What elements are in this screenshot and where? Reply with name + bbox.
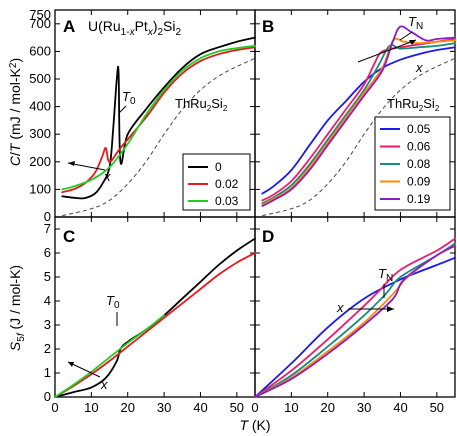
bottom-y-tick-label: 0	[44, 389, 51, 404]
t0-label-a: T0	[122, 89, 136, 107]
series-line-b-0-06	[261, 38, 456, 202]
panel-letter-a: A	[63, 17, 75, 36]
bottom-y-tick-label: 3	[44, 317, 51, 332]
bottom-y-tick-label: 1	[44, 365, 51, 380]
t0-label-c: T0	[106, 293, 120, 311]
bottom-y-tick-label: 2	[44, 341, 51, 356]
top-y-tick-label: 0	[44, 209, 51, 224]
formula-label: U(Ru1-xPtx)2Si2	[88, 18, 182, 38]
top-y-tick-label: 700	[29, 16, 51, 31]
panel-letter-b: B	[262, 17, 274, 36]
legend-label: 0.06	[407, 140, 431, 154]
x-tick-label: 40	[193, 400, 207, 415]
t0-pointer-a	[118, 105, 127, 114]
x-arrowhead-a	[68, 161, 75, 166]
x-axis-title: T (K)	[239, 417, 270, 433]
top-y-tick-label: 500	[29, 71, 51, 86]
series-line-a-0	[61, 36, 256, 200]
ref-label-a: ThRu2Si2	[175, 96, 228, 113]
legend-label: 0.19	[407, 192, 431, 206]
x-arrowhead-d	[387, 306, 394, 312]
x-label-a: x	[103, 169, 111, 184]
frame-d	[254, 216, 456, 398]
bottom-y-tick-label: 5	[44, 269, 51, 284]
series-line-d-0-08	[254, 242, 456, 398]
series-line-a-ThRu2Si2	[62, 57, 256, 217]
bottom-y-tick-label: 7	[44, 221, 51, 236]
x-label-b: x	[415, 60, 423, 75]
bottom-y-axis-title: S5f (J / mol-K)	[7, 265, 27, 351]
series-line-d-0-19	[254, 244, 456, 398]
panel-letter-c: C	[63, 227, 75, 246]
legend-label: 0.08	[407, 157, 431, 171]
legend-label: 0.09	[407, 175, 431, 189]
x-arrow-b	[357, 39, 417, 63]
x-arrowhead-c	[68, 362, 74, 367]
x-tick-label: 30	[157, 400, 171, 415]
tn-pointer-b	[399, 31, 413, 41]
legend-label: 0.03	[215, 194, 239, 208]
top-y-tick-label: 300	[29, 126, 51, 141]
x-tick-label: 20	[320, 400, 334, 415]
x-label-d: x	[336, 300, 344, 315]
series-line-c-0-02	[54, 252, 256, 398]
series-line-a-0-03	[61, 45, 256, 191]
top-y-tick-label: 100	[29, 181, 51, 196]
panel-letter-d: D	[262, 227, 274, 246]
x-tick-label: 10	[84, 400, 98, 415]
series-line-b-0-05	[261, 46, 456, 195]
bottom-y-tick-label: 4	[44, 293, 51, 308]
tn-label-d: TN	[378, 266, 393, 284]
x-tick-label: 0	[51, 400, 58, 415]
x-label-c: x	[100, 377, 108, 392]
series-line-b-0-09	[261, 37, 456, 206]
x-tick-label: 30	[357, 400, 371, 415]
top-y-tick-label: 200	[29, 154, 51, 169]
series-line-b-ThRu2Si2	[262, 57, 456, 217]
x-tick-label: 50	[430, 400, 444, 415]
legend-left: 0 0.02 0.03	[182, 153, 251, 211]
tn-label-b: TN	[408, 14, 423, 32]
ref-label-b: ThRu2Si2	[387, 96, 440, 113]
series-line-b-0-08	[261, 42, 456, 205]
legend-right: 0.05 0.06 0.08 0.09 0.19	[374, 116, 451, 211]
x-arrow-c	[67, 361, 101, 378]
x-arrowhead-b	[409, 40, 416, 45]
legend-label: 0.02	[215, 177, 239, 191]
top-y-tick-label: 600	[29, 43, 51, 58]
top-y-tick-label: 400	[29, 99, 51, 114]
x-tick-label: 50	[230, 400, 244, 415]
x-tick-label: 20	[120, 400, 134, 415]
x-tick-label: 40	[393, 400, 407, 415]
top-y-axis-title: C/T (mJ / mol-K2)	[7, 58, 23, 166]
x-tick-label: 0	[251, 400, 258, 415]
series-line-d-0-09	[254, 244, 456, 398]
legend-label: 0	[215, 160, 222, 174]
series-line-d-0-05	[254, 256, 456, 398]
top-y-tick-label-750: 750	[29, 7, 51, 22]
series-line-d-0-06	[254, 237, 456, 398]
series-line-b-0-19	[261, 25, 456, 207]
bottom-y-tick-label: 6	[44, 245, 51, 260]
x-tick-label: 10	[284, 400, 298, 415]
series-line-c-0	[54, 237, 256, 398]
curves	[54, 25, 456, 398]
ticks: 0 10 20 30 40 50 0 10 20 30 40 50010020030040050060…	[29, 7, 455, 415]
legend-label: 0.05	[407, 122, 431, 136]
series-line-c-0-03	[54, 314, 165, 398]
